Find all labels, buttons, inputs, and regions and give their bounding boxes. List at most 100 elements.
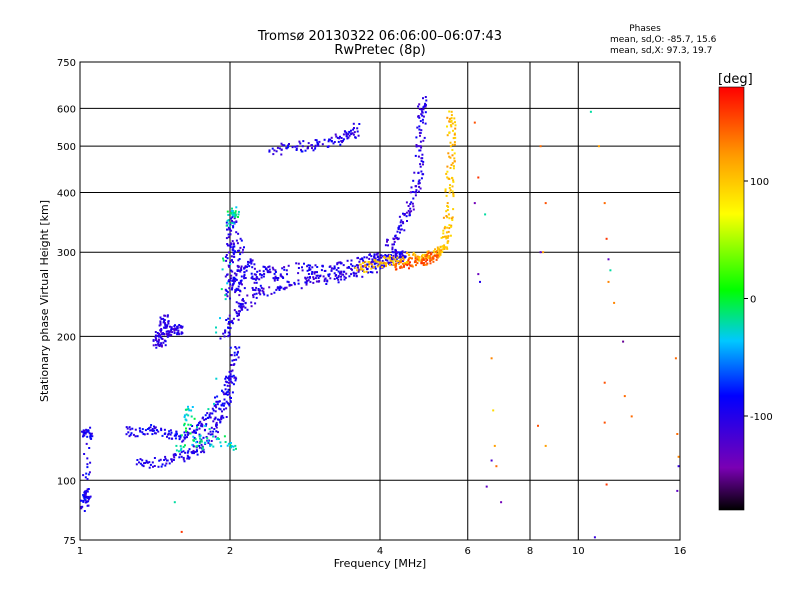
data-point bbox=[274, 271, 277, 273]
data-point bbox=[429, 257, 432, 260]
data-point bbox=[244, 265, 247, 268]
data-point bbox=[301, 266, 303, 269]
data-point bbox=[241, 251, 244, 254]
data-point bbox=[368, 253, 371, 256]
data-point bbox=[453, 160, 456, 163]
data-point bbox=[426, 250, 429, 253]
data-point bbox=[255, 277, 258, 280]
data-point bbox=[145, 459, 148, 462]
data-point bbox=[452, 193, 455, 196]
data-point bbox=[418, 131, 421, 134]
data-point bbox=[230, 259, 233, 262]
data-point bbox=[85, 489, 88, 492]
data-point bbox=[136, 459, 139, 461]
data-point bbox=[268, 149, 271, 152]
data-point bbox=[89, 435, 92, 438]
data-point bbox=[607, 280, 610, 283]
data-point bbox=[194, 438, 197, 441]
data-point bbox=[255, 292, 258, 295]
data-point bbox=[451, 149, 454, 151]
data-point bbox=[421, 110, 424, 113]
data-point bbox=[225, 375, 228, 378]
data-point bbox=[229, 400, 232, 403]
data-point bbox=[344, 276, 347, 279]
data-point bbox=[238, 258, 241, 260]
x-tick-label: 6 bbox=[465, 546, 471, 557]
data-point bbox=[391, 258, 394, 261]
data-point bbox=[86, 466, 89, 469]
data-point bbox=[226, 219, 229, 222]
data-point bbox=[200, 443, 203, 446]
data-point bbox=[396, 238, 399, 241]
data-point bbox=[403, 265, 405, 268]
data-point bbox=[238, 305, 241, 308]
data-point bbox=[243, 275, 246, 278]
data-point bbox=[151, 433, 154, 436]
data-point bbox=[230, 397, 232, 399]
data-point bbox=[421, 173, 424, 176]
data-point bbox=[379, 267, 382, 270]
data-point bbox=[430, 259, 433, 261]
data-point bbox=[386, 239, 389, 241]
data-point bbox=[441, 245, 444, 248]
data-point bbox=[359, 263, 362, 266]
data-point bbox=[449, 167, 452, 169]
data-point bbox=[422, 257, 425, 259]
data-point bbox=[183, 414, 186, 417]
data-point bbox=[245, 269, 248, 272]
data-point bbox=[184, 451, 187, 454]
data-point bbox=[185, 419, 188, 422]
data-point bbox=[446, 165, 449, 168]
data-point bbox=[207, 408, 210, 411]
data-point bbox=[174, 327, 177, 330]
data-point bbox=[334, 133, 337, 136]
data-point bbox=[232, 225, 235, 228]
data-point bbox=[345, 133, 348, 136]
data-point bbox=[446, 240, 449, 243]
data-point bbox=[250, 301, 253, 304]
data-point bbox=[183, 460, 186, 463]
data-point bbox=[85, 428, 88, 431]
data-point bbox=[411, 202, 414, 205]
data-point bbox=[262, 275, 265, 278]
data-point bbox=[630, 415, 633, 418]
data-point bbox=[227, 388, 230, 391]
data-point bbox=[445, 215, 448, 217]
data-point bbox=[231, 279, 234, 282]
data-point bbox=[448, 131, 451, 134]
data-point bbox=[354, 266, 357, 269]
data-point bbox=[287, 264, 290, 267]
data-point bbox=[170, 334, 173, 337]
data-point bbox=[81, 430, 83, 433]
data-point bbox=[230, 274, 233, 277]
data-point bbox=[226, 273, 229, 276]
data-point bbox=[199, 420, 202, 423]
data-point bbox=[420, 160, 423, 163]
data-point bbox=[168, 462, 171, 465]
data-point bbox=[236, 270, 239, 272]
data-point bbox=[266, 294, 269, 297]
data-point bbox=[236, 353, 238, 356]
data-point bbox=[203, 441, 206, 444]
data-point bbox=[162, 321, 165, 324]
data-point bbox=[391, 246, 394, 249]
data-point bbox=[267, 266, 270, 268]
data-point bbox=[362, 270, 365, 272]
data-point bbox=[216, 395, 219, 398]
data-point bbox=[163, 428, 166, 431]
data-point bbox=[473, 202, 476, 205]
data-point bbox=[337, 140, 340, 143]
data-point bbox=[146, 428, 149, 430]
data-point bbox=[83, 431, 86, 434]
data-point bbox=[362, 268, 365, 271]
data-point bbox=[374, 262, 377, 265]
data-point bbox=[193, 431, 196, 434]
data-point bbox=[442, 216, 445, 219]
data-point bbox=[392, 254, 395, 257]
data-point bbox=[238, 269, 241, 272]
data-point bbox=[258, 278, 261, 281]
data-point bbox=[224, 288, 227, 291]
data-point bbox=[224, 441, 227, 443]
data-point bbox=[227, 322, 230, 325]
data-point bbox=[170, 329, 173, 332]
